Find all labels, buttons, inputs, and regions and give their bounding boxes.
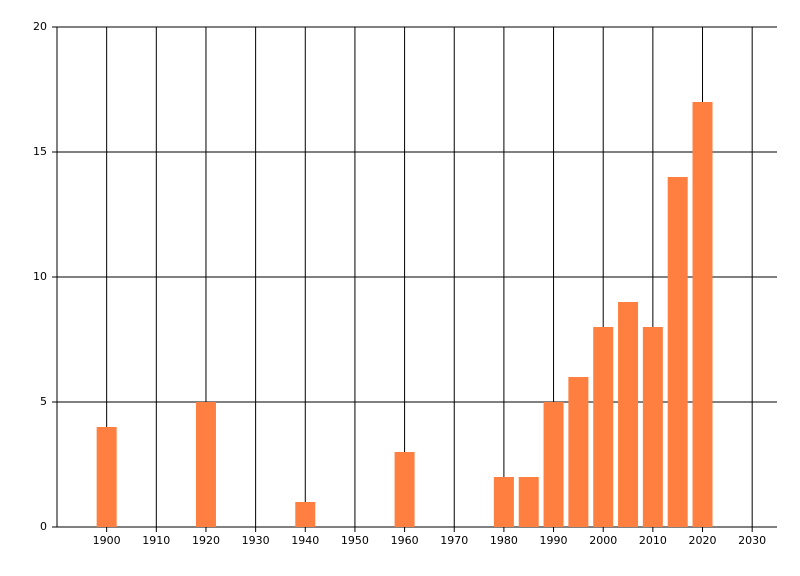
bar xyxy=(195,402,216,527)
x-tick-label: 1950 xyxy=(341,534,369,547)
x-tick-label: 1960 xyxy=(391,534,419,547)
x-tick-label: 1980 xyxy=(490,534,518,547)
x-tick-label: 2030 xyxy=(738,534,766,547)
y-tick-label: 20 xyxy=(33,20,47,33)
x-tick-label: 2020 xyxy=(689,534,717,547)
x-tick-label: 1990 xyxy=(540,534,568,547)
bar xyxy=(593,327,614,527)
x-tick-label: 2000 xyxy=(589,534,617,547)
bar xyxy=(493,477,514,527)
bar xyxy=(667,177,688,527)
x-tick-label: 2010 xyxy=(639,534,667,547)
y-tick-label: 0 xyxy=(40,520,47,533)
x-tick-label: 1920 xyxy=(192,534,220,547)
bar xyxy=(394,452,415,527)
x-tick-label: 1930 xyxy=(242,534,270,547)
x-tick-label: 1910 xyxy=(142,534,170,547)
x-tick-label: 1940 xyxy=(291,534,319,547)
bar xyxy=(96,427,117,527)
bar xyxy=(692,102,713,527)
y-tick-label: 5 xyxy=(40,395,47,408)
bar xyxy=(642,327,663,527)
bar xyxy=(295,502,316,527)
bar xyxy=(518,477,539,527)
y-tick-label: 15 xyxy=(33,145,47,158)
bar xyxy=(568,377,589,527)
x-tick-label: 1970 xyxy=(440,534,468,547)
y-tick-label: 10 xyxy=(33,270,47,283)
x-tick-label: 1900 xyxy=(93,534,121,547)
bar xyxy=(618,302,639,527)
bar xyxy=(543,402,564,527)
